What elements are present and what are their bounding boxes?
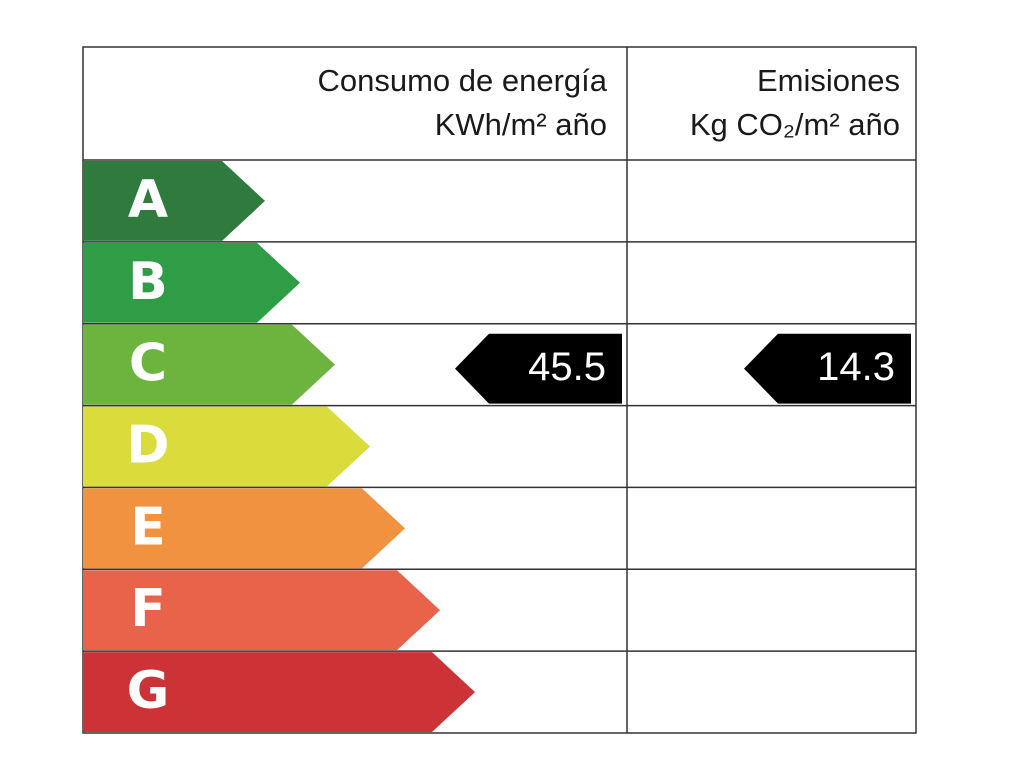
energy-unit: KWh/m² año [435, 107, 607, 142]
rating-arrow [83, 242, 300, 323]
emissions-header: Emisiones [757, 63, 900, 98]
rating-letter: F [130, 579, 166, 639]
energy-indicator [455, 333, 622, 404]
rating-arrow [83, 406, 370, 487]
rating-arrow [83, 324, 335, 405]
rating-letter: G [127, 661, 170, 721]
energy-value: 45.5 [528, 345, 606, 389]
emissions-value: 14.3 [817, 345, 895, 389]
rating-arrow [83, 570, 440, 651]
rating-letter: C [129, 334, 167, 394]
rating-letter: E [130, 497, 166, 557]
energy-header: Consumo de energía [317, 63, 607, 98]
emissions-indicator [744, 333, 911, 404]
rating-arrow [83, 488, 405, 569]
rating-arrow [83, 652, 475, 732]
rating-arrow [83, 161, 265, 241]
rating-letter: D [126, 416, 169, 476]
rating-letter: A [128, 170, 168, 230]
rating-letter: B [128, 252, 168, 312]
emissions-unit: Kg CO₂/m² año [690, 107, 900, 142]
